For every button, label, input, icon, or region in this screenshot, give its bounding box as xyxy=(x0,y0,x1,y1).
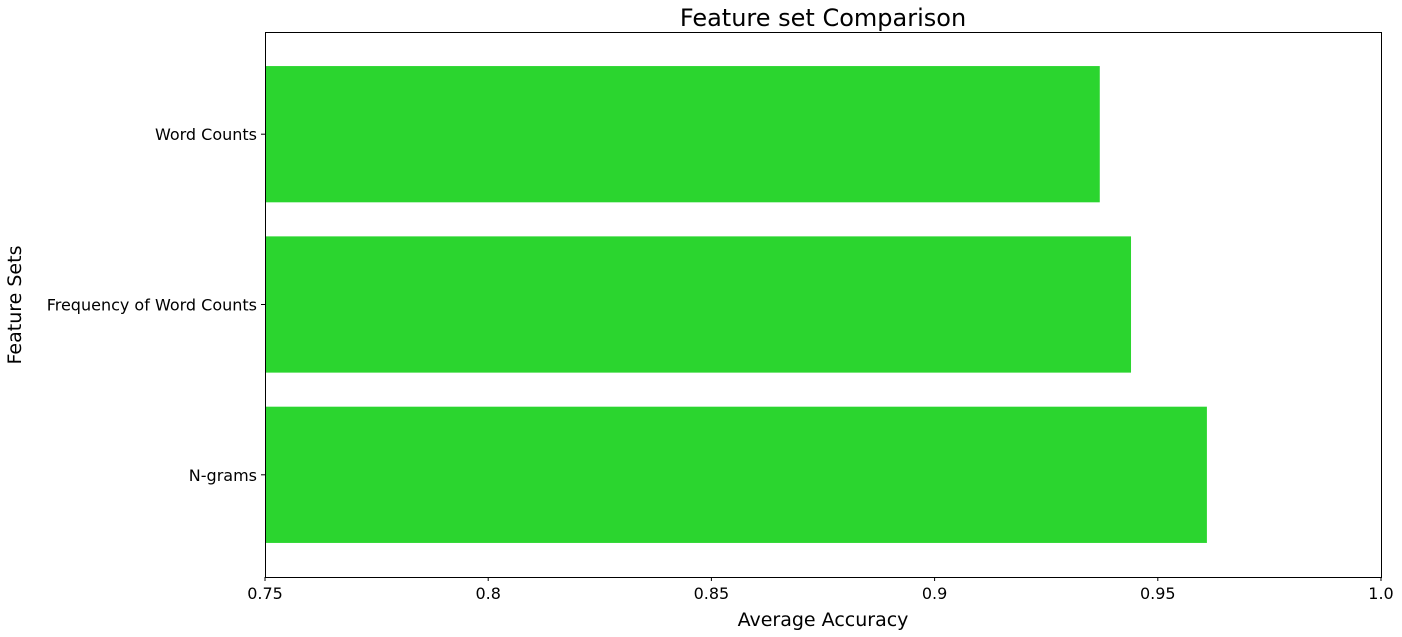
y-tick-label: Word Counts xyxy=(155,125,257,144)
bar-word-counts xyxy=(265,66,1100,203)
bars-layer xyxy=(265,66,1207,543)
bar-n-grams xyxy=(265,406,1207,543)
y-tick-label: Frequency of Word Counts xyxy=(47,296,257,315)
plot-frame xyxy=(265,32,1382,578)
x-tick-label: 0.8 xyxy=(475,584,500,603)
x-tick-label: 1.0 xyxy=(1368,584,1393,603)
x-tick-label: 0.9 xyxy=(922,584,947,603)
y-axis-label: Feature Sets xyxy=(4,246,26,365)
x-tick-label: 0.75 xyxy=(247,584,283,603)
x-tick-label: 0.85 xyxy=(694,584,730,603)
chart-title: Feature set Comparison xyxy=(680,4,966,32)
x-ticks: 0.75 0.8 0.85 0.9 0.95 1.0 xyxy=(247,577,1394,603)
y-ticks: N-grams Frequency of Word Counts Word Coun… xyxy=(47,125,265,485)
x-tick-label: 0.95 xyxy=(1140,584,1176,603)
x-axis-label: Average Accuracy xyxy=(738,609,909,631)
bar-frequency-of-word-counts xyxy=(265,236,1132,373)
y-tick-label: N-grams xyxy=(189,466,257,485)
